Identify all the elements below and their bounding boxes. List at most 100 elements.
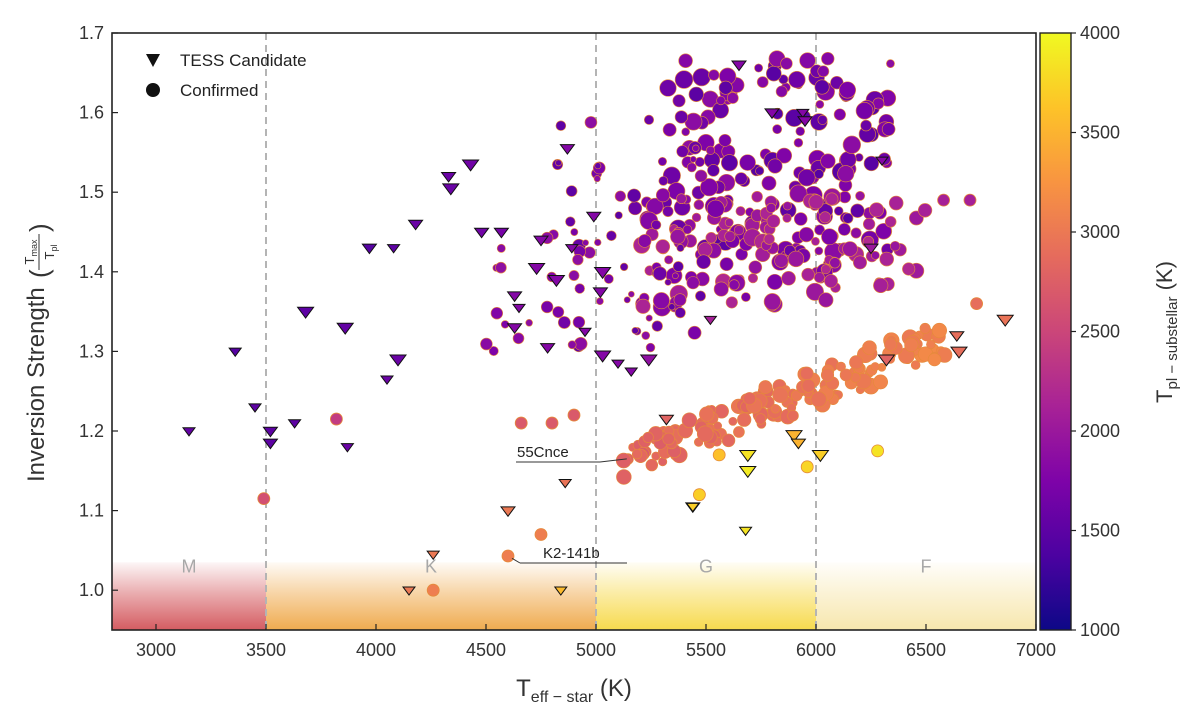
candidate-point	[785, 430, 803, 443]
confirmed-point	[770, 404, 781, 414]
confirmed-point	[495, 261, 507, 274]
confirmed-point	[811, 237, 820, 246]
confirmed-point	[668, 303, 676, 311]
confirmed-point	[755, 166, 765, 176]
confirmed-point	[833, 108, 846, 121]
y-label-frac-num: Tmax	[22, 239, 39, 264]
confirmed-point	[480, 337, 493, 351]
candidate-point	[426, 550, 441, 561]
confirmed-point	[686, 276, 700, 290]
confirmed-point	[696, 254, 711, 270]
annotation-leader	[511, 557, 521, 564]
confirmed-point	[682, 224, 693, 235]
confirmed-point	[606, 230, 617, 241]
candidate-point	[703, 315, 718, 326]
confirmed-point	[534, 528, 548, 541]
confirmed-point	[737, 412, 752, 427]
confirmed-point	[817, 114, 828, 125]
confirmed-point	[766, 273, 783, 290]
confirmed-point	[756, 76, 769, 88]
confirmed-point	[712, 448, 726, 462]
confirmed-point	[808, 194, 824, 210]
confirmed-point	[798, 227, 814, 243]
confirmed-point	[651, 219, 662, 230]
confirmed-point	[747, 273, 758, 284]
candidate-point	[558, 479, 573, 489]
confirmed-point	[572, 315, 586, 329]
confirmed-point	[797, 168, 816, 187]
spectral-band-g	[596, 562, 816, 630]
confirmed-point	[676, 193, 687, 205]
x-tick-label: 6000	[796, 640, 836, 660]
candidate-point	[738, 526, 753, 537]
confirmed-point	[821, 228, 838, 246]
confirmed-point	[870, 362, 880, 372]
confirmed-point	[655, 188, 671, 203]
confirmed-point	[713, 421, 723, 431]
annotations: 55Cnce K2-141b	[511, 444, 627, 564]
confirmed-point	[672, 261, 684, 272]
confirmed-point	[662, 205, 674, 217]
confirmed-point	[787, 409, 799, 422]
confirmed-point	[735, 206, 746, 217]
confirmed-point	[614, 190, 626, 202]
confirmed-point	[776, 147, 793, 164]
confirmed-point	[741, 292, 751, 302]
confirmed-point	[700, 178, 719, 197]
candidate-point	[527, 263, 546, 276]
confirmed-point	[917, 203, 933, 218]
legend: TESS Candidate Confirmed	[146, 51, 307, 100]
confirmed-point	[904, 337, 919, 353]
candidate-point	[593, 266, 612, 280]
confirmed-point	[721, 433, 736, 448]
confirmed-point	[696, 425, 714, 443]
candidate-point	[389, 354, 407, 367]
confirmed-point	[635, 298, 651, 314]
spectral-band-f	[816, 562, 1036, 630]
candidate-point	[790, 438, 807, 450]
confirmed-point	[678, 53, 693, 68]
candidate-point	[797, 116, 813, 128]
plot-frame	[111, 32, 1037, 631]
confirmed-point	[670, 228, 686, 245]
confirmed-point	[697, 242, 713, 257]
confirmed-point	[813, 272, 825, 283]
colorbar-tick-label: 2000	[1080, 421, 1120, 441]
confirmed-point	[766, 202, 777, 214]
confirmed-point	[836, 361, 846, 372]
confirmed-point	[426, 583, 440, 597]
confirmed-point	[718, 133, 732, 147]
confirmed-point	[719, 257, 734, 272]
confirmed-point	[716, 95, 726, 106]
confirmed-point	[674, 110, 688, 124]
confirmed-point	[705, 232, 717, 244]
y-tick-label: 1.7	[79, 23, 104, 43]
confirmed-point	[937, 193, 950, 207]
legend-label: TESS Candidate	[180, 51, 307, 70]
confirmed-point	[763, 293, 781, 311]
confirmed-point	[902, 262, 916, 276]
confirmed-point	[593, 175, 601, 183]
confirmed-point	[743, 392, 757, 406]
confirmed-point	[545, 416, 559, 430]
confirmed-point	[695, 290, 706, 302]
confirmed-point	[837, 165, 855, 183]
candidate-point	[863, 243, 879, 255]
annotation-leader	[599, 458, 627, 463]
confirmed-point	[881, 122, 896, 136]
candidate-point	[875, 156, 889, 167]
confirmed-point	[594, 162, 602, 170]
axes: 3000 3500 4000 4500 5000 5500 6000 6500 7000 1.0 1…	[22, 23, 1056, 706]
confirmed-point	[800, 460, 814, 474]
confirmed-point	[496, 243, 506, 253]
candidate-point	[386, 244, 401, 254]
confirmed-point	[772, 386, 789, 403]
x-tick-label: 5500	[686, 640, 726, 660]
confirmed-point	[801, 378, 816, 393]
confirmed-point	[674, 70, 694, 89]
candidate-point	[738, 450, 757, 463]
y-tick-label: 1.6	[79, 103, 104, 123]
confirmed-point	[574, 283, 585, 294]
confirmed-point	[815, 100, 825, 109]
